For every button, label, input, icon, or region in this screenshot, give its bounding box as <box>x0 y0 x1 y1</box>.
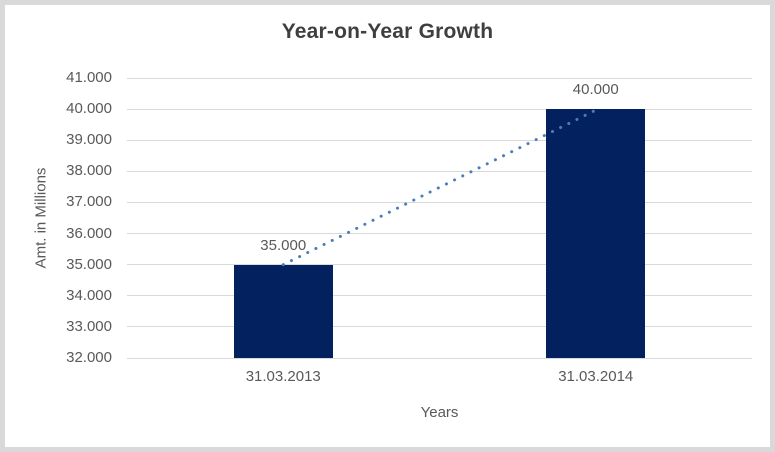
data-label: 40.000 <box>572 81 619 99</box>
gridline <box>127 326 752 328</box>
y-axis-tick-label: 33.000 <box>66 317 112 335</box>
gridline <box>127 357 752 359</box>
gridline <box>127 77 752 79</box>
y-axis-tick-label: 41.000 <box>66 69 112 86</box>
gridline <box>127 295 752 297</box>
gridline <box>127 201 752 203</box>
bar-31.03.2013[interactable] <box>233 264 333 358</box>
bar-31.03.2014[interactable] <box>546 109 646 358</box>
gridline <box>127 233 752 235</box>
y-axis-tick-label: 36.000 <box>66 224 112 242</box>
y-axis-tick-label: 38.000 <box>66 162 112 180</box>
x-axis-tick-label: 31.03.2013 <box>245 368 321 385</box>
y-axis-tick-label: 34.000 <box>66 286 112 304</box>
x-axis-tick-label: 31.03.2014 <box>558 368 634 385</box>
gridline <box>127 170 752 172</box>
y-axis-tick-label: 32.000 <box>66 349 112 366</box>
data-label: 35.000 <box>260 236 307 254</box>
gridline <box>127 139 752 141</box>
gridline <box>127 108 752 110</box>
y-axis-tick-label: 35.000 <box>66 255 112 273</box>
x-axis-title: Years <box>420 404 459 421</box>
y-axis-tick-label: 40.000 <box>66 100 112 118</box>
y-axis-tick-label: 37.000 <box>66 193 112 211</box>
chart-title: Year-on-Year Growth <box>281 20 494 43</box>
gridline <box>127 264 752 266</box>
y-axis-tick-label: 39.000 <box>66 131 112 149</box>
